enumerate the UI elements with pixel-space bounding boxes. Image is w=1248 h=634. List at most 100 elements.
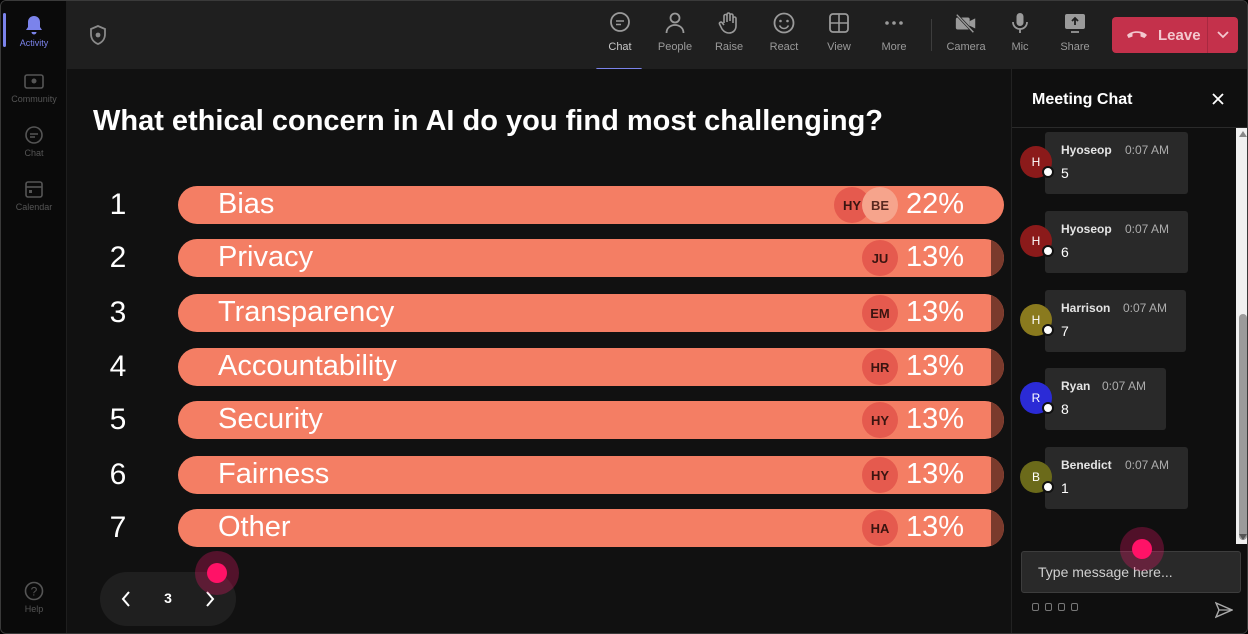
meeting-toolbar: Chat People Raise React View <box>67 1 1247 71</box>
rail-label-calendar: Calendar <box>15 202 53 212</box>
share-screen-icon <box>1063 11 1087 35</box>
message-sender: Hyoseop <box>1061 143 1112 157</box>
attach-icon[interactable] <box>1045 603 1052 611</box>
toolbar-separator <box>931 19 932 51</box>
poll-option-row: 1 Bias HY BE 22% <box>67 186 1011 224</box>
message-time: 0:07 AM <box>1125 458 1170 472</box>
option-percent: 13% <box>905 296 964 328</box>
smiley-icon <box>772 11 796 35</box>
message-bubble: Hyoseop 0:07 AM 5 <box>1045 132 1188 194</box>
rail-item-help[interactable]: ? Help <box>1 571 67 623</box>
rail-item-activity[interactable]: Activity <box>1 5 67 57</box>
chat-message: Ryan 0:07 AM 8 R <box>1020 368 1200 432</box>
toolbar-share-button[interactable]: Share <box>1049 11 1101 63</box>
presence-dot <box>1042 481 1054 493</box>
message-sender: Benedict <box>1061 458 1112 472</box>
more-dots-icon <box>882 11 906 35</box>
chevron-left-icon[interactable] <box>116 589 136 609</box>
message-text: 1 <box>1061 480 1069 496</box>
option-label: Other <box>218 511 291 543</box>
message-sender: Hyoseop <box>1061 222 1112 236</box>
option-percent: 13% <box>905 511 964 543</box>
toolbar-view-label: View <box>827 41 851 53</box>
poll-results-panel: What ethical concern in AI do you find m… <box>67 69 1011 633</box>
option-percent: 13% <box>905 350 964 382</box>
pointer-indicator-chat <box>1120 527 1164 571</box>
chevron-down-icon[interactable] <box>1216 27 1230 41</box>
message-time: 0:07 AM <box>1125 143 1170 157</box>
message-time: 0:07 AM <box>1123 301 1168 315</box>
toolbar-camera-button[interactable]: Camera <box>940 11 992 63</box>
message-sender: Harrison <box>1061 301 1111 315</box>
bell-icon <box>24 15 44 35</box>
shield-icon[interactable] <box>89 25 107 45</box>
option-rank: 1 <box>109 188 127 221</box>
chat-message-list[interactable]: Hyoseop 0:07 AM 5 H Hyoseop 0:07 AM 6 H Harrison… <box>1012 128 1236 544</box>
rail-item-community[interactable]: Community <box>1 61 67 113</box>
emoji-icon[interactable] <box>1058 603 1065 611</box>
chat-title: Meeting Chat <box>1032 91 1133 108</box>
leave-divider <box>1207 17 1208 53</box>
rail-label-help: Help <box>24 604 44 614</box>
scroll-down-arrow[interactable] <box>1239 534 1247 540</box>
poll-option-row: 4 Accountability HR 13% <box>67 348 1011 386</box>
poll-option-row: 2 Privacy JU 13% <box>67 239 1011 277</box>
toolbar-mic-label: Mic <box>1011 41 1029 53</box>
option-rank: 7 <box>109 511 127 544</box>
rail-item-chat[interactable]: Chat <box>1 115 67 167</box>
format-icon[interactable] <box>1032 603 1039 611</box>
message-text: 6 <box>1061 244 1069 260</box>
app-rail: Activity Community Chat Calendar ? Help <box>1 1 67 633</box>
rail-label-activity: Activity <box>19 38 49 48</box>
poll-option-row: 3 Transparency EM 13% <box>67 294 1011 332</box>
message-text: 8 <box>1061 401 1069 417</box>
poll-option-row: 6 Fairness HY 13% <box>67 456 1011 494</box>
poll-option-row: 7 Other HA 13% <box>67 509 1011 547</box>
toolbar-chat-button[interactable]: Chat <box>594 11 646 71</box>
option-label: Security <box>218 403 323 435</box>
option-label: Bias <box>218 188 275 220</box>
mic-icon <box>1008 11 1032 35</box>
option-label: Accountability <box>218 350 397 382</box>
calendar-icon <box>24 179 44 199</box>
message-time: 0:07 AM <box>1102 379 1147 393</box>
option-result-bar: Fairness HY 13% <box>178 456 1004 494</box>
chat-message-input[interactable]: Type message here... <box>1021 551 1241 593</box>
toolbar-view-button[interactable]: View <box>813 11 865 63</box>
chat-scrollbar[interactable] <box>1236 128 1247 544</box>
gif-icon[interactable] <box>1071 603 1078 611</box>
help-icon: ? <box>24 581 44 601</box>
option-result-bar: Other HA 13% <box>178 509 1004 547</box>
option-result-bar: Accountability HR 13% <box>178 348 1004 386</box>
option-result-bar: Privacy JU 13% <box>178 239 1004 277</box>
voter-avatar: HA <box>862 510 898 546</box>
toolbar-raise-button[interactable]: Raise <box>703 11 755 63</box>
svg-text:?: ? <box>31 585 38 599</box>
toolbar-people-label: People <box>657 41 693 53</box>
scroll-up-arrow[interactable] <box>1239 131 1247 137</box>
scroll-thumb[interactable] <box>1239 314 1247 540</box>
chat-bubble-icon <box>608 11 632 35</box>
presence-dot <box>1042 245 1054 257</box>
message-text: 7 <box>1061 323 1069 339</box>
rail-item-calendar[interactable]: Calendar <box>1 169 67 221</box>
poll-question: What ethical concern in AI do you find m… <box>93 105 884 137</box>
message-time: 0:07 AM <box>1125 222 1170 236</box>
option-label: Privacy <box>218 241 314 273</box>
toolbar-share-label: Share <box>1060 41 1090 53</box>
option-percent: 13% <box>905 458 964 490</box>
close-icon[interactable] <box>1210 91 1226 107</box>
message-sender: Ryan <box>1061 379 1091 393</box>
leave-label: Leave <box>1158 26 1201 44</box>
message-bubble: Harrison 0:07 AM 7 <box>1045 290 1186 352</box>
option-label: Fairness <box>218 458 330 490</box>
send-icon[interactable] <box>1214 601 1234 619</box>
toolbar-mic-button[interactable]: Mic <box>994 11 1046 63</box>
message-bubble: Hyoseop 0:07 AM 6 <box>1045 211 1188 273</box>
toolbar-more-button[interactable]: More <box>868 11 920 63</box>
toolbar-people-button[interactable]: People <box>649 11 701 63</box>
camera-off-icon <box>954 11 978 35</box>
chevron-right-icon[interactable] <box>200 589 220 609</box>
toolbar-react-button[interactable]: React <box>758 11 810 63</box>
leave-button[interactable]: Leave <box>1112 17 1238 53</box>
